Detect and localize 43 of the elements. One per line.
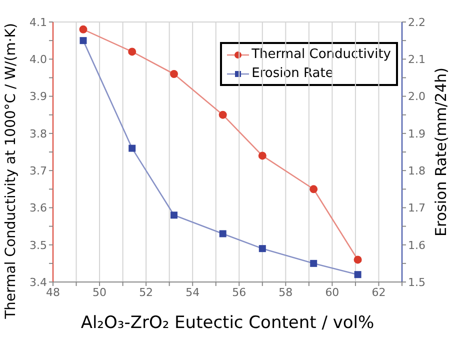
y2-tick-label: 2.1	[408, 53, 426, 66]
point	[310, 185, 318, 194]
point	[128, 144, 136, 152]
x-tick-label: 48	[46, 286, 60, 299]
point	[79, 25, 88, 34]
x-tick-label: 56	[232, 286, 246, 299]
y-tick-label: 3.8	[30, 127, 47, 140]
x-tick-label: 62	[372, 286, 386, 299]
y-tick-label: 4.1	[30, 16, 47, 29]
point	[354, 256, 362, 264]
y2-tick-label: 2.2	[408, 16, 426, 29]
y-tick-label: 4.0	[30, 53, 47, 66]
legend-label: Erosion Rate	[252, 65, 334, 83]
point	[354, 271, 362, 278]
point	[128, 48, 136, 56]
point	[170, 70, 178, 78]
y-tick-label: 3.7	[30, 164, 47, 178]
x-tick-label: 52	[139, 286, 154, 299]
point	[258, 245, 266, 252]
y2-tick-label: 1.5	[408, 276, 426, 289]
point	[219, 230, 226, 238]
y2-axis-title: Erosion Rate(mm/24h)	[432, 68, 450, 236]
point	[170, 212, 178, 219]
y2-tick-label: 1.9	[408, 127, 426, 140]
point	[258, 152, 266, 160]
x-tick-label: 54	[186, 286, 200, 299]
point	[218, 110, 227, 119]
legend-label: Thermal Conductivity	[252, 46, 391, 64]
x-axis-title: Al₂O₃-ZrO₂ Eutectic Content / vol%	[80, 313, 374, 333]
y-tick-label: 3.5	[30, 238, 47, 252]
y2-tick-label: 1.8	[408, 164, 426, 178]
y2-tick-label: 1.6	[408, 238, 426, 252]
y-tick-label: 3.9	[30, 90, 47, 104]
y-axis-title: Thermal Conductivity at 1000°C / W/(m·K)	[3, 23, 19, 320]
y2-tick-label: 1.7	[408, 202, 426, 215]
x-tick-label: 60	[325, 286, 340, 299]
y-tick-label: 3.6	[30, 202, 47, 215]
y2-tick-label: 2.0	[408, 90, 426, 104]
x-tick-label: 50	[92, 286, 107, 299]
y-tick-label: 3.4	[30, 276, 47, 289]
point	[80, 37, 87, 44]
point	[310, 260, 318, 267]
x-tick-label: 58	[278, 286, 293, 299]
